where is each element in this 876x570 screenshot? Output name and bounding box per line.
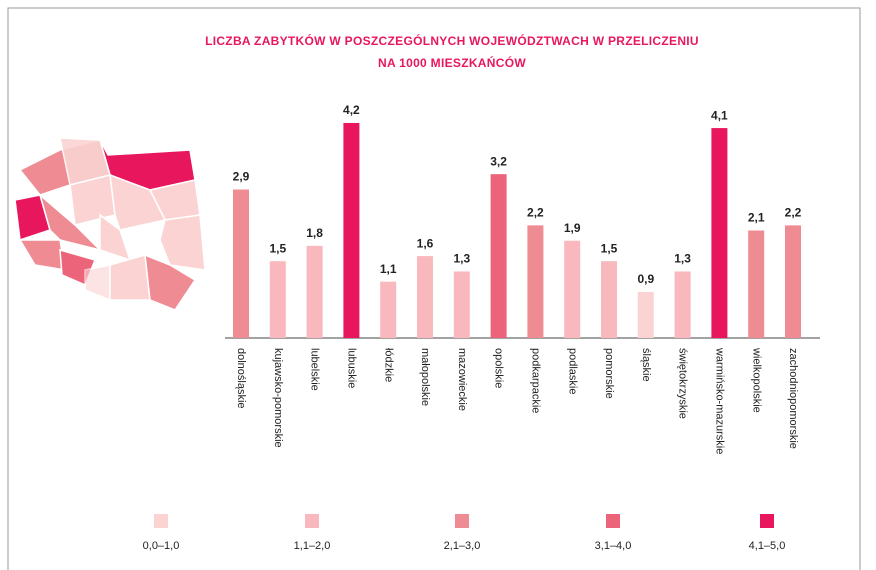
legend-label: 2,1–3,0: [444, 540, 481, 552]
x-tick-label: mazowieckie: [456, 348, 468, 411]
value-label: 2,2: [527, 206, 544, 220]
legend-swatch: [305, 514, 319, 528]
legend-swatch: [606, 514, 620, 528]
x-tick-label: pomorskie: [603, 348, 615, 399]
bar: [269, 261, 286, 338]
value-label: 1,9: [564, 221, 581, 235]
x-tick-label: zachodniopomorskie: [787, 348, 799, 449]
x-tick-label: podkarpackie: [529, 348, 541, 413]
x-tick-label: lubuskie: [345, 348, 357, 388]
legend-label: 3,1–4,0: [595, 540, 632, 552]
bar: [527, 225, 544, 338]
bar: [417, 256, 433, 338]
value-label: 1,3: [674, 252, 691, 266]
bar: [306, 245, 323, 338]
value-label: 1,5: [601, 241, 618, 255]
x-tick-label: śląskie: [640, 348, 652, 382]
legend-label: 4,1–5,0: [749, 540, 786, 552]
value-label: 2,1: [748, 211, 765, 225]
bar: [601, 261, 617, 338]
x-tick-label: wielkopolskie: [750, 347, 762, 413]
x-tick-label: małopolskie: [419, 348, 431, 406]
x-tick-label: warmińsko-mazurskie: [713, 347, 725, 454]
x-tick-label: lubelskie: [309, 348, 321, 391]
value-label: 1,5: [269, 241, 286, 255]
map: [14, 137, 206, 311]
value-label: 1,1: [380, 262, 397, 276]
chart-title: NA 1000 MIESZKAŃCÓW: [378, 55, 526, 70]
legend-label: 0,0–1,0: [143, 540, 180, 552]
bar: [748, 230, 765, 338]
x-tick-label: kujawsko-pomorskie: [272, 348, 284, 448]
bar: [490, 174, 507, 338]
legend-label: 1,1–2,0: [294, 540, 331, 552]
bar: [674, 271, 691, 338]
value-label: 3,2: [490, 154, 507, 168]
value-label: 2,2: [785, 206, 802, 220]
frame: [7, 7, 861, 570]
bar: [343, 122, 360, 339]
legend-swatch: [455, 514, 469, 528]
legend-swatch: [154, 514, 168, 528]
bar: [711, 128, 728, 338]
value-label: 4,2: [343, 103, 360, 117]
bar: [453, 271, 470, 338]
x-tick-label: podlaskie: [566, 348, 578, 394]
value-label: 1,8: [306, 226, 323, 240]
x-tick-label: dolnośląskie: [235, 348, 247, 409]
bar: [785, 225, 801, 338]
value-label: 1,6: [417, 236, 434, 250]
bar: [233, 189, 249, 338]
x-tick-label: świętokrzyskie: [677, 348, 689, 419]
value-label: 2,9: [233, 170, 250, 184]
bar: [380, 281, 397, 338]
bar: [564, 240, 581, 338]
chart-title: LICZBA ZABYTKÓW W POSZCZEGÓLNYCH WOJEWÓD…: [205, 33, 699, 48]
value-label: 1,3: [453, 252, 470, 266]
x-tick-label: łódzkie: [382, 348, 394, 382]
bar: [637, 291, 654, 338]
legend-swatch: [760, 514, 774, 528]
x-tick-label: opolskie: [493, 348, 505, 388]
value-label: 0,9: [637, 272, 654, 286]
value-label: 4,1: [711, 108, 728, 122]
